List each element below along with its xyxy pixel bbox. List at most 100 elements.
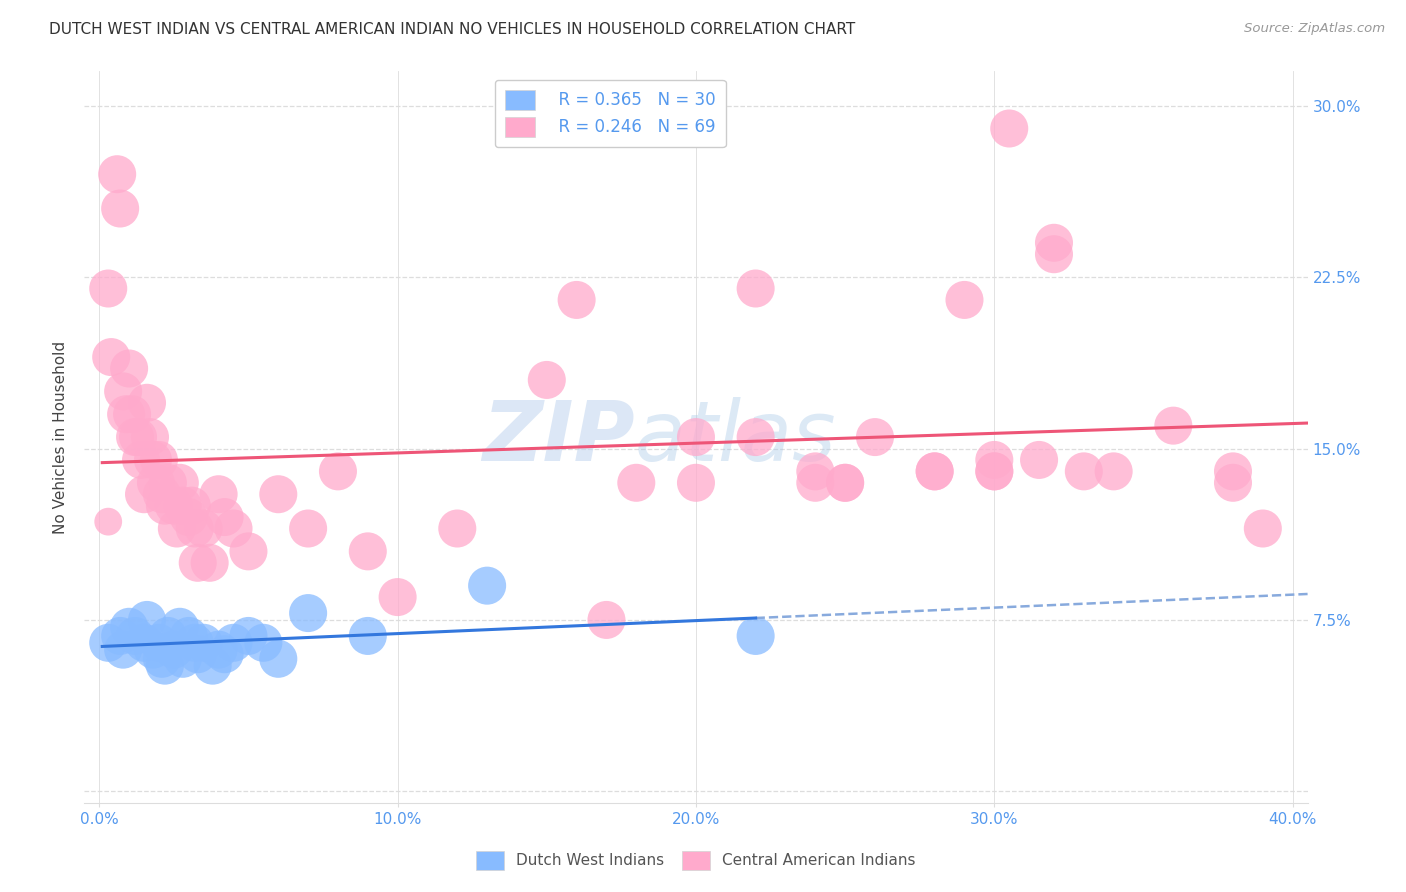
Point bbox=[145, 475, 167, 490]
Point bbox=[142, 642, 165, 657]
Point bbox=[184, 521, 207, 535]
Point bbox=[156, 629, 179, 643]
Text: Source: ZipAtlas.com: Source: ZipAtlas.com bbox=[1244, 22, 1385, 36]
Point bbox=[100, 350, 122, 364]
Point bbox=[163, 499, 186, 513]
Point bbox=[1251, 521, 1274, 535]
Point bbox=[207, 642, 229, 657]
Point bbox=[252, 636, 274, 650]
Point bbox=[357, 544, 380, 558]
Point bbox=[983, 453, 1005, 467]
Point bbox=[267, 487, 290, 501]
Point bbox=[172, 499, 194, 513]
Point bbox=[744, 430, 766, 444]
Point bbox=[1222, 464, 1244, 478]
Point bbox=[193, 636, 215, 650]
Point bbox=[108, 202, 131, 216]
Point bbox=[163, 642, 186, 657]
Point bbox=[169, 620, 191, 634]
Point bbox=[326, 464, 349, 478]
Point bbox=[169, 475, 191, 490]
Point bbox=[834, 475, 856, 490]
Point bbox=[112, 642, 135, 657]
Point bbox=[1163, 418, 1185, 433]
Point bbox=[804, 464, 827, 478]
Text: DUTCH WEST INDIAN VS CENTRAL AMERICAN INDIAN NO VEHICLES IN HOUSEHOLD CORRELATIO: DUTCH WEST INDIAN VS CENTRAL AMERICAN IN… bbox=[49, 22, 855, 37]
Point bbox=[105, 167, 128, 181]
Point bbox=[124, 430, 146, 444]
Point bbox=[136, 613, 159, 627]
Point bbox=[207, 487, 229, 501]
Point bbox=[998, 121, 1021, 136]
Point bbox=[685, 475, 707, 490]
Point bbox=[222, 521, 245, 535]
Point bbox=[924, 464, 946, 478]
Point bbox=[184, 636, 207, 650]
Point bbox=[132, 487, 155, 501]
Point bbox=[150, 652, 173, 666]
Point bbox=[1028, 453, 1050, 467]
Point bbox=[97, 515, 120, 529]
Point bbox=[214, 510, 236, 524]
Point bbox=[238, 544, 260, 558]
Point bbox=[136, 396, 159, 410]
Point bbox=[983, 464, 1005, 478]
Point bbox=[536, 373, 558, 387]
Text: ZIP: ZIP bbox=[482, 397, 636, 477]
Point bbox=[97, 636, 120, 650]
Point bbox=[177, 510, 200, 524]
Point bbox=[214, 647, 236, 661]
Point bbox=[804, 475, 827, 490]
Point bbox=[297, 521, 319, 535]
Point bbox=[150, 487, 173, 501]
Point bbox=[108, 629, 131, 643]
Point bbox=[142, 453, 165, 467]
Point bbox=[1102, 464, 1125, 478]
Point bbox=[834, 475, 856, 490]
Point bbox=[475, 579, 498, 593]
Text: atlas: atlas bbox=[636, 397, 837, 477]
Point bbox=[297, 606, 319, 620]
Point bbox=[177, 629, 200, 643]
Point bbox=[97, 281, 120, 295]
Point bbox=[180, 499, 202, 513]
Point bbox=[1222, 475, 1244, 490]
Point bbox=[118, 620, 141, 634]
Point bbox=[193, 521, 215, 535]
Point bbox=[121, 407, 143, 421]
Point bbox=[387, 590, 409, 604]
Point bbox=[187, 647, 209, 661]
Point bbox=[127, 430, 149, 444]
Point bbox=[626, 475, 648, 490]
Point bbox=[112, 384, 135, 399]
Point bbox=[983, 464, 1005, 478]
Point bbox=[166, 521, 188, 535]
Y-axis label: No Vehicles in Household: No Vehicles in Household bbox=[53, 341, 69, 533]
Point bbox=[863, 430, 886, 444]
Point bbox=[744, 629, 766, 643]
Point bbox=[115, 407, 138, 421]
Point bbox=[118, 361, 141, 376]
Point bbox=[924, 464, 946, 478]
Point bbox=[357, 629, 380, 643]
Point bbox=[198, 556, 221, 570]
Point bbox=[148, 636, 170, 650]
Point bbox=[201, 658, 224, 673]
Legend: Dutch West Indians, Central American Indians: Dutch West Indians, Central American Ind… bbox=[470, 845, 922, 876]
Point bbox=[153, 658, 176, 673]
Point bbox=[565, 293, 588, 307]
Point bbox=[148, 453, 170, 467]
Point bbox=[1043, 235, 1066, 250]
Point bbox=[222, 636, 245, 650]
Point bbox=[1043, 247, 1066, 261]
Point bbox=[446, 521, 468, 535]
Point bbox=[156, 475, 179, 490]
Point bbox=[685, 430, 707, 444]
Point bbox=[744, 281, 766, 295]
Point bbox=[172, 652, 194, 666]
Point bbox=[238, 629, 260, 643]
Point bbox=[153, 499, 176, 513]
Point bbox=[1073, 464, 1095, 478]
Point bbox=[267, 652, 290, 666]
Point bbox=[129, 453, 152, 467]
